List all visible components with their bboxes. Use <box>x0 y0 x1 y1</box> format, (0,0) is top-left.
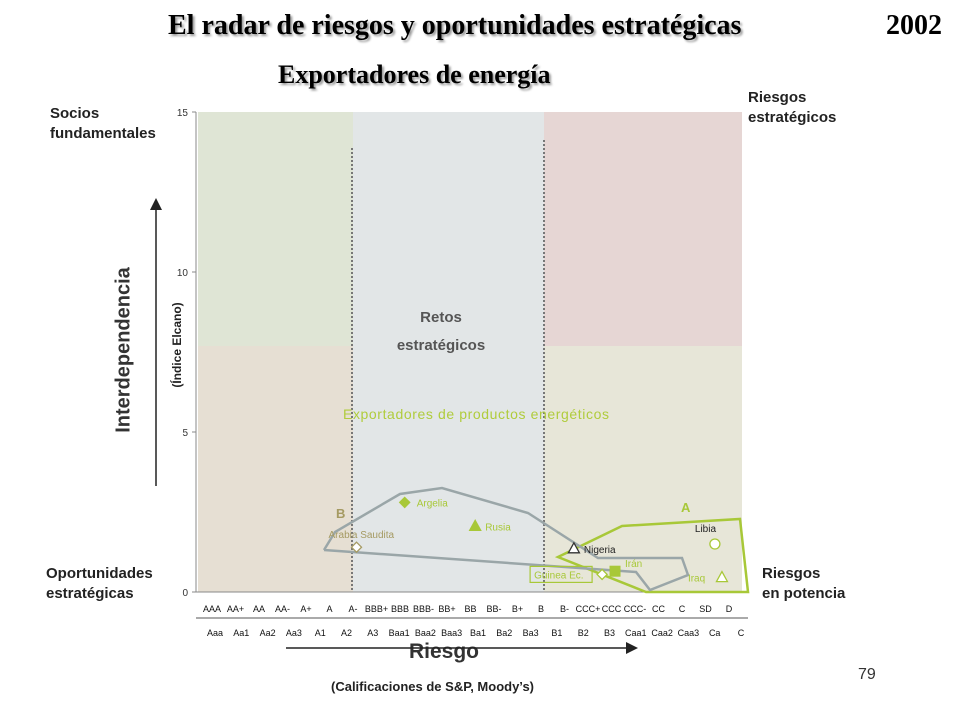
x-tick-label-moodys: Caa2 <box>651 628 673 638</box>
x-tick-label-sp: BB <box>464 604 476 614</box>
group-a-outline <box>554 517 750 594</box>
x-tick-label-moodys: B1 <box>551 628 562 638</box>
x-tick-label-sp: AA+ <box>227 604 244 614</box>
x-tick-label-moodys: A1 <box>315 628 326 638</box>
corner-riesgos-estrategicos: Riesgos estratégicos <box>748 89 837 126</box>
corner-socios: Socios fundamentales <box>50 105 156 142</box>
point-label-nigeria: Nigeria <box>584 545 616 556</box>
chart-subtitle: Exportadores de energía <box>278 60 551 89</box>
x-tick-label-sp: CC <box>652 604 665 614</box>
x-tick-label-moodys: Ca <box>709 628 721 638</box>
x-tick-label-sp: C <box>679 604 686 614</box>
guinea-label-box <box>529 565 593 584</box>
x-tick-label-moodys: A3 <box>367 628 378 638</box>
x-tick-label-sp: BBB+ <box>365 604 388 614</box>
x-tick-label-moodys: Ba2 <box>496 628 512 638</box>
region-socios <box>198 112 353 346</box>
point-marker-rusia <box>468 519 482 532</box>
point-marker-libia <box>709 538 721 550</box>
point-label-argelia: Argelia <box>417 498 449 509</box>
point-marker-iraq <box>715 570 729 583</box>
point-label-arabia-saudita: Arabia Saudita <box>329 530 395 541</box>
center-label-line2: estratégicos <box>397 337 485 354</box>
x-tick-label-sp: CCC <box>602 604 622 614</box>
y-tick-label: 5 <box>182 428 188 439</box>
y-tick-label: 10 <box>177 268 189 279</box>
x-tick-label-moodys: Aaa <box>207 628 223 638</box>
point-label-iraq: Iraq <box>688 574 705 585</box>
point-label-rusia: Rusia <box>485 522 511 533</box>
x-axis-label: Riesgo <box>409 640 480 663</box>
x-tick-label-moodys: Caa1 <box>625 628 647 638</box>
y-tick-label: 15 <box>177 108 189 119</box>
center-label-line1: Retos <box>420 309 462 326</box>
x-tick-label-sp: BB- <box>486 604 501 614</box>
page-number: 79 <box>858 666 876 683</box>
x-tick-label-sp: AAA <box>203 604 221 614</box>
x-tick-label-sp: BBB- <box>413 604 434 614</box>
x-tick-label-moodys: A2 <box>341 628 352 638</box>
x-tick-label-sp: A+ <box>300 604 311 614</box>
region-oportunidades <box>198 346 353 592</box>
region-riesgos-estrategicos <box>544 112 742 346</box>
point-marker-argelia <box>398 496 411 509</box>
x-tick-label-moodys: Baa3 <box>441 628 462 638</box>
point-label-ir-n: Irán <box>625 559 642 570</box>
x-tick-label-moodys: Baa2 <box>415 628 436 638</box>
chart-year: 2002 <box>886 10 942 41</box>
corner-riesgos-potencia: Riesgos en potencia <box>762 565 846 602</box>
group-a-label: A <box>681 500 691 515</box>
x-tick-label-sp: A <box>326 604 332 614</box>
group-label: Exportadores de productos energéticos <box>343 406 610 422</box>
x-tick-label-moodys: Aa2 <box>260 628 276 638</box>
x-tick-label-sp: AA- <box>275 604 290 614</box>
x-tick-label-sp: BBB <box>391 604 409 614</box>
x-axis-sublabel: (Calificaciones de S&P, Moody’s) <box>331 679 534 694</box>
point-marker-arabia-saudita <box>350 541 363 554</box>
x-tick-label-moodys: Aa1 <box>233 628 249 638</box>
group-b-outline <box>322 486 690 592</box>
x-tick-label-sp: B+ <box>512 604 523 614</box>
x-tick-label-moodys: Baa1 <box>389 628 410 638</box>
chart-title: El radar de riesgos y oportunidades estr… <box>168 10 742 41</box>
x-tick-label-sp: AA <box>253 604 265 614</box>
point-marker-guinea-ec <box>596 568 609 581</box>
x-tick-label-sp: SD <box>699 604 712 614</box>
x-tick-label-sp: B- <box>560 604 569 614</box>
x-tick-label-sp: A- <box>349 604 358 614</box>
x-tick-label-moodys: C <box>738 628 745 638</box>
x-tick-label-sp: B <box>538 604 544 614</box>
x-tick-label-moodys: Ba3 <box>523 628 539 638</box>
y-tick-label: 0 <box>182 588 188 599</box>
point-label-libia: Libia <box>695 524 717 535</box>
point-marker-ir-n <box>609 565 621 577</box>
point-label-guinea-ec: Guinea Ec. <box>534 570 583 581</box>
x-tick-label-moodys: Ba1 <box>470 628 486 638</box>
x-tick-label-sp: CCC+ <box>576 604 601 614</box>
x-tick-label-moodys: B3 <box>604 628 615 638</box>
x-tick-label-sp: BB+ <box>438 604 455 614</box>
x-tick-label-sp: CCC- <box>624 604 647 614</box>
point-marker-nigeria <box>567 541 581 554</box>
region-retos <box>353 112 544 592</box>
corner-oportunidades: Oportunidades estratégicas <box>46 565 153 602</box>
x-tick-label-sp: D <box>726 604 733 614</box>
x-tick-label-moodys: B2 <box>578 628 589 638</box>
x-tick-label-moodys: Aa3 <box>286 628 302 638</box>
group-b-label: B <box>336 506 345 521</box>
region-riesgos-potencia <box>544 346 742 592</box>
x-tick-label-moodys: Caa3 <box>678 628 700 638</box>
